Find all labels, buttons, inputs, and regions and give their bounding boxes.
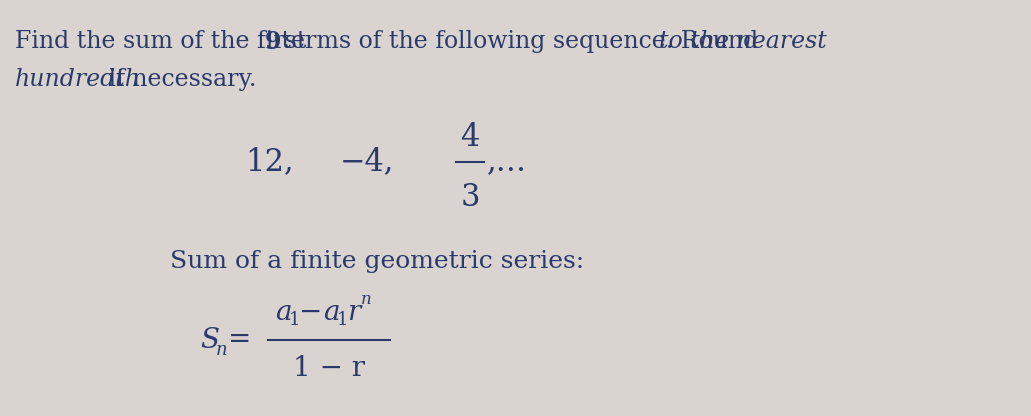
Text: n: n — [217, 341, 228, 359]
Text: −4,: −4, — [340, 146, 395, 177]
Text: n: n — [361, 292, 372, 309]
Text: 3: 3 — [460, 182, 479, 213]
Text: 1: 1 — [337, 311, 348, 329]
Text: a: a — [323, 299, 339, 325]
Text: Sum of a finite geometric series:: Sum of a finite geometric series: — [170, 250, 585, 273]
Text: 1 − r: 1 − r — [293, 354, 365, 381]
Text: 9: 9 — [265, 30, 281, 54]
Text: r: r — [347, 299, 360, 325]
Text: terms of the following sequence. Round: terms of the following sequence. Round — [274, 30, 766, 53]
Text: =: = — [228, 327, 252, 354]
Text: Find the sum of the first: Find the sum of the first — [15, 30, 313, 53]
Text: 4: 4 — [461, 122, 479, 153]
Text: −: − — [299, 299, 323, 325]
Text: S: S — [200, 327, 219, 354]
Text: hundredth: hundredth — [15, 68, 141, 91]
Text: 12,: 12, — [245, 146, 294, 177]
Text: 1: 1 — [289, 311, 300, 329]
Text: ,…: ,… — [487, 146, 527, 177]
Text: a: a — [275, 299, 292, 325]
Text: to the nearest: to the nearest — [659, 30, 826, 53]
Text: if necessary.: if necessary. — [101, 68, 257, 91]
